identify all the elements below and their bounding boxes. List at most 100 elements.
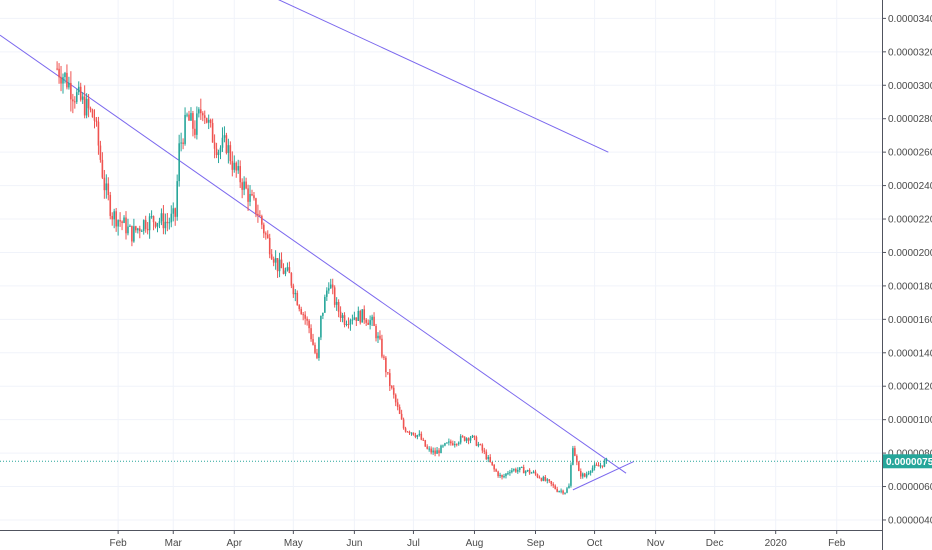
candle-body	[178, 143, 180, 182]
candle-body	[180, 142, 182, 144]
y-tick-label: 0.00001600	[888, 315, 932, 326]
y-tick-label: 0.00003000	[888, 81, 932, 92]
candle-body	[227, 145, 230, 153]
candle-body	[298, 305, 301, 310]
candle-body	[416, 435, 419, 437]
candle-body	[593, 464, 596, 468]
candle-body	[408, 431, 411, 434]
candle-body	[320, 315, 322, 338]
candle-body	[570, 464, 572, 486]
grid-layer	[0, 0, 882, 530]
candle-body	[585, 474, 588, 477]
candle-body	[343, 315, 346, 325]
candle-body	[274, 258, 277, 263]
candle-body	[237, 166, 240, 171]
candle-body	[558, 491, 560, 493]
candle-body	[190, 113, 192, 121]
candle-body	[196, 113, 198, 135]
y-tick-label: 0.00002800	[888, 114, 932, 125]
candle-body	[597, 465, 600, 467]
candle-body	[432, 450, 434, 453]
candle-body	[292, 285, 295, 295]
candle-body	[359, 310, 362, 323]
candle-body	[288, 267, 291, 274]
candle-body	[263, 224, 265, 234]
candle-body	[363, 309, 366, 320]
candle-body	[365, 319, 367, 323]
candle-body	[457, 442, 460, 445]
candle-body	[574, 448, 576, 456]
candle-body	[68, 82, 70, 88]
candle-body	[103, 177, 106, 191]
candle-body	[530, 472, 533, 474]
candle-body	[509, 472, 511, 474]
candle-body	[127, 226, 129, 234]
candle-body	[481, 444, 484, 451]
trendline[interactable]	[276, 0, 609, 153]
candle-body	[221, 137, 224, 148]
candle-body	[304, 314, 306, 319]
candle-body	[97, 121, 100, 146]
x-tick-label: Jul	[407, 538, 420, 549]
candle-body	[566, 488, 568, 493]
candle-body	[314, 344, 316, 353]
candle-body	[542, 476, 545, 481]
candle-body	[113, 211, 115, 220]
candle-body	[284, 270, 287, 274]
candle-body	[331, 284, 334, 288]
candle-body	[339, 311, 342, 318]
candle-body	[74, 101, 76, 103]
candle-body	[312, 339, 314, 345]
candle-body	[505, 473, 507, 477]
candle-body	[60, 77, 62, 84]
candle-body	[146, 228, 149, 231]
candle-body	[207, 119, 210, 123]
x-tick-label: Sep	[527, 538, 545, 549]
y-tick-label: 0.00002000	[888, 248, 932, 259]
candle-body	[341, 315, 344, 318]
candle-body	[572, 448, 574, 465]
x-tick-label: 2020	[765, 538, 788, 549]
candle-body	[434, 450, 436, 454]
candle-body	[231, 161, 234, 170]
candle-body	[125, 217, 127, 234]
candle-body	[296, 292, 299, 306]
trendline[interactable]	[0, 34, 627, 474]
candle-body	[469, 437, 472, 441]
candle-body	[268, 237, 271, 255]
trendline[interactable]	[572, 460, 635, 491]
candle-body	[428, 448, 430, 450]
candle-body	[121, 221, 123, 223]
candle-body	[239, 166, 241, 183]
candle-body	[194, 128, 196, 135]
candle-body	[81, 96, 84, 100]
plot-area[interactable]	[0, 0, 882, 530]
y-tick-label: 0.00003200	[888, 47, 932, 58]
candle-body	[552, 483, 555, 486]
candle-body	[603, 461, 606, 467]
candle-body	[349, 320, 352, 325]
candle-body	[327, 288, 330, 291]
candle-body	[554, 485, 556, 489]
candle-body	[568, 485, 570, 489]
candle-body	[286, 267, 289, 271]
candle-body	[353, 317, 356, 320]
candle-body	[257, 213, 259, 216]
candle-body	[261, 216, 263, 225]
candle-body	[528, 470, 531, 474]
candle-body	[142, 220, 145, 231]
candle-body	[383, 356, 385, 358]
candle-body	[361, 309, 364, 323]
candle-body	[455, 444, 458, 446]
candle-body	[515, 469, 517, 472]
candle-body	[465, 438, 468, 441]
candle-body	[148, 216, 151, 231]
candle-body	[513, 469, 515, 471]
candle-body	[556, 488, 558, 492]
candle-body	[446, 442, 448, 444]
candle-body	[322, 312, 324, 316]
candle-body	[253, 195, 255, 199]
candle-body	[109, 195, 112, 216]
